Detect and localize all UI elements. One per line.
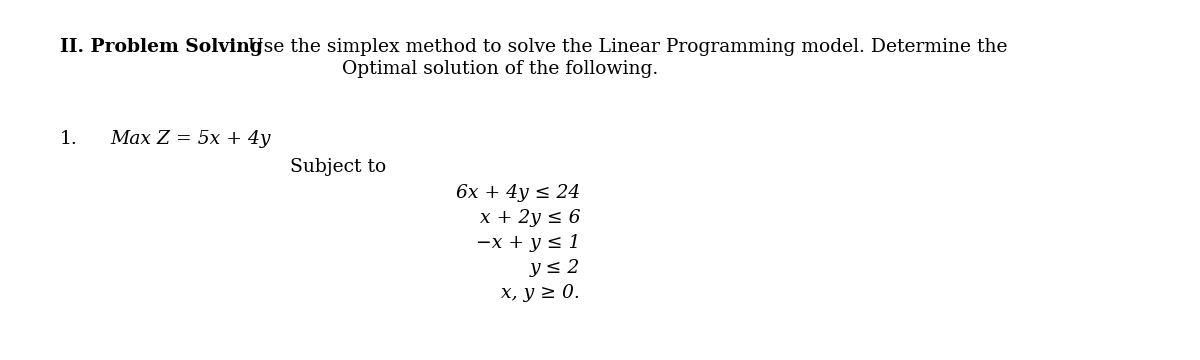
Text: −x + y ≤ 1: −x + y ≤ 1: [475, 234, 580, 252]
Text: II. Problem Solving: II. Problem Solving: [60, 38, 263, 56]
Text: 1.: 1.: [60, 130, 78, 148]
Text: Optimal solution of the following.: Optimal solution of the following.: [342, 60, 658, 78]
Text: 6x + 4y ≤ 24: 6x + 4y ≤ 24: [456, 184, 580, 202]
Text: y ≤ 2: y ≤ 2: [529, 259, 580, 277]
Text: . Use the simplex method to solve the Linear Programming model. Determine the: . Use the simplex method to solve the Li…: [236, 38, 1008, 56]
Text: x + 2y ≤ 6: x + 2y ≤ 6: [480, 209, 580, 227]
Text: x, y ≥ 0.: x, y ≥ 0.: [502, 284, 580, 302]
Text: Subject to: Subject to: [290, 158, 386, 176]
Text: Max Z = 5x + 4y: Max Z = 5x + 4y: [110, 130, 270, 148]
